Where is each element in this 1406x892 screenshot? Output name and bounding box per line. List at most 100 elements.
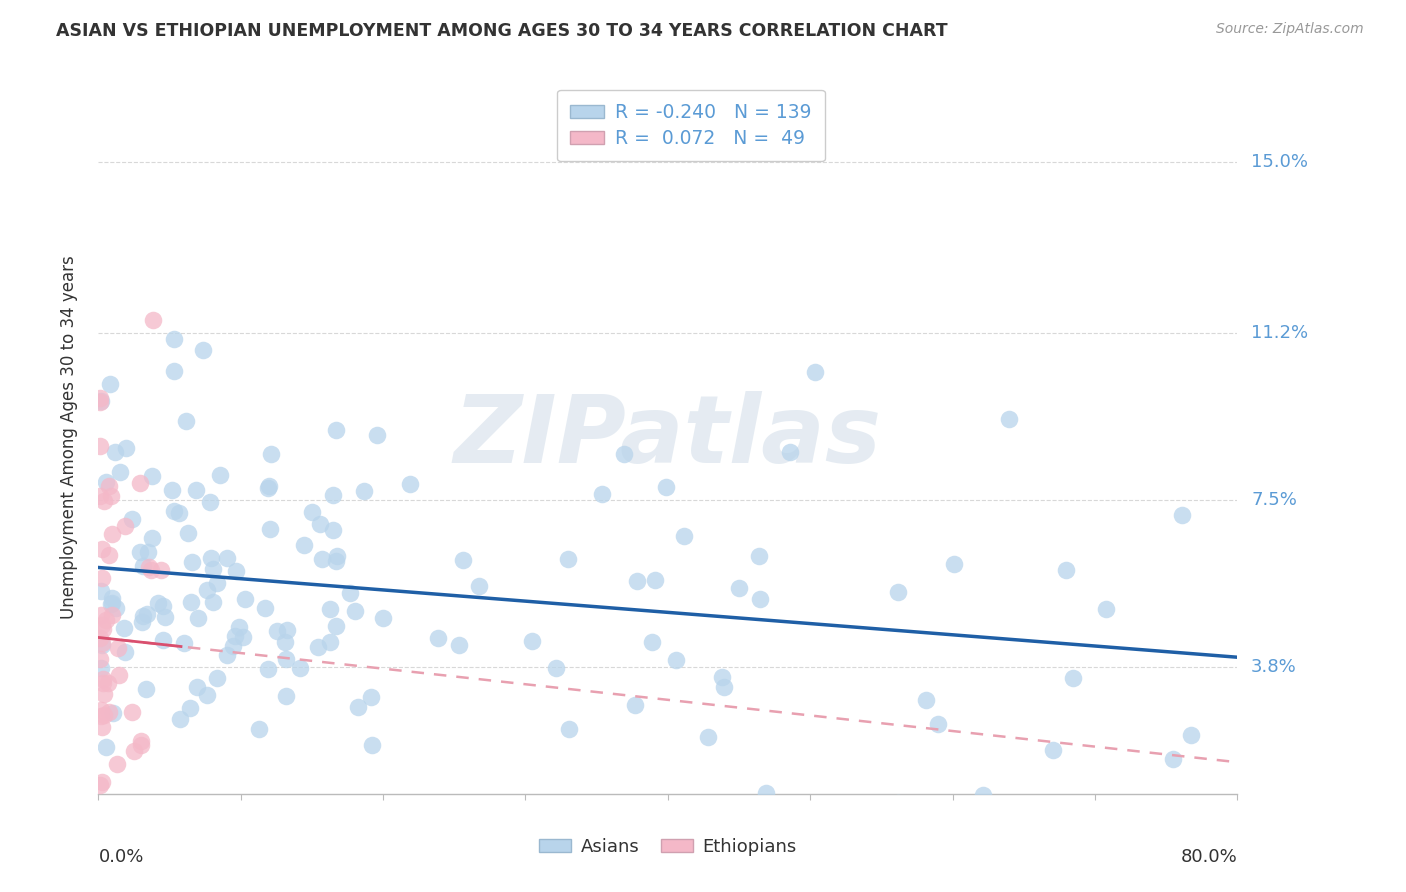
Point — [205, 576, 228, 591]
Point — [128, 545, 150, 559]
Point — [301, 505, 323, 519]
Point — [398, 476, 420, 491]
Point — [100, 591, 122, 605]
Point — [96, 613, 118, 627]
Point — [201, 562, 224, 576]
Point — [319, 601, 342, 615]
Point — [91, 571, 114, 585]
Point — [89, 395, 111, 409]
Point — [887, 796, 910, 810]
Point — [90, 708, 112, 723]
Point — [91, 623, 114, 637]
Point — [322, 524, 344, 538]
Point — [98, 548, 121, 562]
Legend: Asians, Ethiopians: Asians, Ethiopians — [531, 831, 804, 863]
Point — [544, 661, 567, 675]
Point — [325, 618, 347, 632]
Point — [89, 778, 111, 792]
Point — [91, 542, 114, 557]
Point — [308, 516, 330, 531]
Point — [141, 531, 163, 545]
Point — [225, 564, 247, 578]
Point — [129, 738, 152, 752]
Point — [623, 698, 645, 712]
Point — [129, 476, 152, 491]
Point — [152, 599, 174, 613]
Point — [217, 648, 239, 662]
Point — [696, 731, 718, 745]
Point — [325, 554, 347, 568]
Point — [727, 581, 749, 595]
Text: Source: ZipAtlas.com: Source: ZipAtlas.com — [1216, 22, 1364, 37]
Point — [89, 631, 111, 645]
Point — [257, 479, 280, 493]
Point — [266, 624, 288, 639]
Point — [121, 512, 143, 526]
Point — [91, 809, 114, 823]
Point — [132, 608, 155, 623]
Point — [613, 447, 636, 461]
Point — [322, 488, 344, 502]
Point — [124, 744, 146, 758]
Point — [673, 528, 696, 542]
Point — [644, 573, 666, 587]
Point — [96, 475, 118, 489]
Point — [100, 489, 122, 503]
Point — [202, 595, 225, 609]
Point — [91, 720, 114, 734]
Point — [558, 722, 581, 736]
Point — [339, 586, 361, 600]
Text: 11.2%: 11.2% — [1251, 324, 1309, 343]
Point — [90, 393, 112, 408]
Point — [311, 551, 333, 566]
Point — [665, 653, 688, 667]
Point — [110, 802, 132, 816]
Point — [307, 640, 329, 655]
Point — [468, 579, 491, 593]
Point — [253, 601, 276, 615]
Point — [522, 633, 544, 648]
Point — [1042, 743, 1064, 757]
Point — [160, 483, 183, 497]
Point — [257, 481, 280, 495]
Point — [104, 445, 127, 459]
Point — [163, 364, 186, 378]
Point — [141, 563, 163, 577]
Point — [93, 707, 115, 722]
Point — [100, 527, 122, 541]
Point — [353, 483, 375, 498]
Point — [179, 701, 201, 715]
Point — [755, 786, 778, 800]
Point — [319, 635, 342, 649]
Point — [138, 559, 160, 574]
Point — [94, 740, 117, 755]
Point — [360, 690, 382, 705]
Point — [914, 692, 936, 706]
Point — [149, 563, 172, 577]
Point — [288, 661, 311, 675]
Point — [191, 343, 214, 357]
Point — [195, 689, 218, 703]
Point — [710, 670, 733, 684]
Text: 3.8%: 3.8% — [1251, 658, 1296, 676]
Point — [89, 391, 111, 405]
Point — [165, 809, 187, 823]
Point — [447, 638, 470, 652]
Point — [274, 690, 297, 704]
Point — [887, 584, 910, 599]
Point — [163, 504, 186, 518]
Point — [136, 545, 159, 559]
Point — [90, 703, 112, 717]
Point — [105, 600, 128, 615]
Point — [100, 803, 122, 817]
Point — [292, 538, 315, 552]
Point — [89, 652, 111, 666]
Point — [108, 668, 131, 682]
Point — [98, 705, 121, 719]
Point — [132, 559, 155, 574]
Point — [426, 631, 449, 645]
Point — [1095, 602, 1118, 616]
Point — [100, 597, 122, 611]
Point — [998, 411, 1021, 425]
Point — [257, 662, 280, 676]
